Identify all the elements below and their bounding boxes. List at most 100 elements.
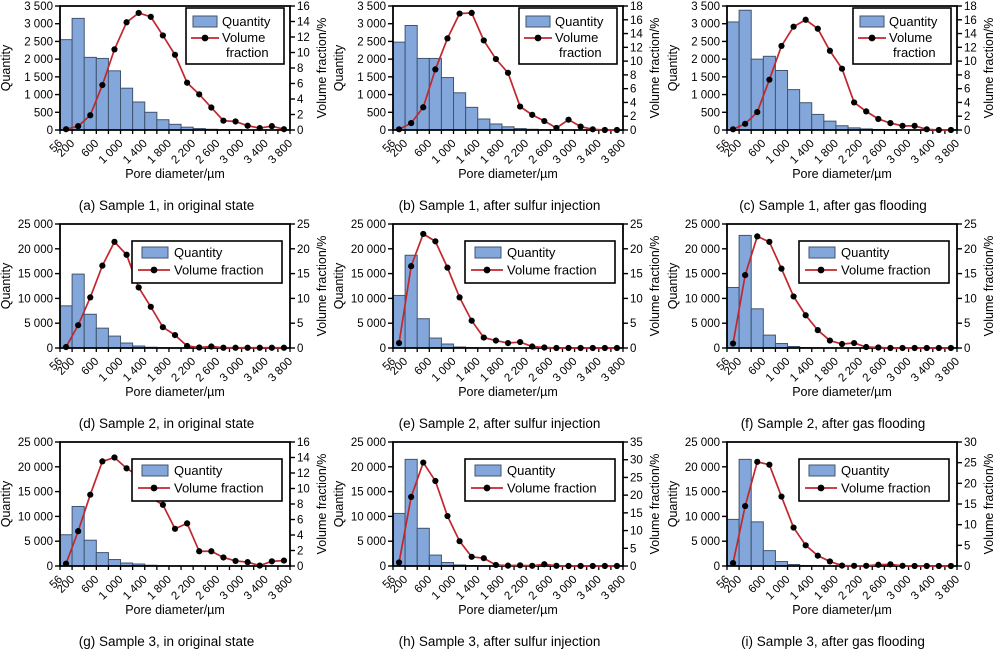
svg-text:0: 0 [964, 125, 970, 137]
svg-text:5 000: 5 000 [24, 318, 53, 330]
volume-fraction-marker [111, 454, 118, 461]
quantity-bar [738, 234, 752, 349]
quantity-bar [738, 9, 752, 131]
volume-fraction-marker [529, 111, 536, 118]
volume-fraction-marker [898, 562, 906, 569]
volume-fraction-marker [395, 339, 403, 347]
quantity-bar [107, 70, 122, 131]
svg-text:2 200: 2 200 [836, 138, 865, 167]
volume-fraction-marker [553, 344, 560, 352]
volume-fraction-marker [911, 562, 918, 570]
legend-quantity-swatch [808, 464, 835, 477]
svg-text:2 600: 2 600 [194, 138, 223, 167]
volume-fraction-marker [220, 344, 227, 351]
svg-text:4: 4 [297, 94, 304, 106]
volume-fraction-marker [280, 126, 288, 133]
volume-fraction-marker [468, 9, 475, 16]
volume-fraction-marker [923, 126, 930, 133]
legend-quantity-label: Quantity [222, 14, 271, 29]
svg-text:0: 0 [630, 561, 636, 573]
legend-volume-marker [483, 484, 491, 492]
svg-text:3 800: 3 800 [599, 574, 628, 603]
volume-fraction-marker [765, 461, 772, 468]
volume-fraction-marker [87, 491, 94, 498]
svg-text:1 500: 1 500 [24, 72, 53, 84]
legend-quantity-swatch [192, 15, 218, 28]
volume-fraction-marker [62, 126, 70, 133]
svg-text:2 600: 2 600 [527, 138, 556, 167]
volume-fraction-line [395, 230, 621, 352]
right-axis-title: Volume fraction/% [982, 18, 996, 119]
legend-quantity-label: Quantity [174, 463, 223, 478]
svg-text:14: 14 [297, 17, 310, 29]
bars-quantity [726, 9, 897, 131]
svg-text:5: 5 [964, 318, 970, 330]
svg-text:2 200: 2 200 [836, 356, 865, 385]
volume-fraction-marker [99, 262, 106, 269]
chart-caption-b: (b) Sample 1, after sulfur injection [398, 198, 601, 213]
quantity-bar [762, 334, 776, 349]
legend-quantity-label: Quantity [841, 245, 890, 260]
quantity-bar [774, 69, 788, 131]
svg-text:20 000: 20 000 [18, 244, 53, 256]
volume-fraction-marker [565, 344, 572, 352]
bars-quantity [59, 17, 243, 131]
volume-fraction-marker [99, 81, 106, 89]
svg-text:0: 0 [964, 561, 970, 573]
legend-volume-marker [534, 34, 542, 42]
svg-text:5 000: 5 000 [691, 536, 720, 548]
quantity-bar [738, 458, 752, 567]
volume-fraction-marker [184, 520, 191, 527]
volume-fraction-marker [874, 344, 881, 351]
quantity-bar [750, 58, 764, 131]
quantity-bar [120, 87, 134, 131]
svg-text:2 000: 2 000 [357, 54, 386, 66]
svg-text:25: 25 [630, 472, 643, 484]
volume-fraction-marker [268, 123, 275, 130]
volume-fraction-marker [886, 561, 894, 568]
legend-volume-label: fraction [559, 45, 602, 60]
volume-fraction-marker [492, 337, 499, 344]
chart-caption-d: (d) Sample 2, in original state [78, 416, 255, 431]
quantity-bar [726, 21, 740, 131]
volume-fraction-marker [171, 525, 179, 532]
svg-text:3 400: 3 400 [242, 574, 271, 603]
volume-fraction-marker [862, 562, 869, 569]
right-axis-title: Volume fraction/% [315, 18, 329, 119]
legend-volume-marker [150, 484, 158, 492]
volume-fraction-marker [256, 124, 263, 132]
volume-fraction-marker [208, 104, 215, 111]
x-axis-title: Pore diameter/µm [125, 385, 225, 399]
left-axis-title: Quantity [667, 262, 680, 309]
volume-fraction-marker [814, 552, 821, 559]
left-axis-title: Quantity [333, 480, 346, 527]
volume-fraction-marker [613, 126, 621, 134]
chart-caption-f: (f) Sample 2, after gas flooding [740, 416, 926, 431]
svg-text:16: 16 [297, 1, 310, 13]
volume-fraction-marker [729, 340, 736, 347]
volume-fraction-marker [911, 122, 918, 129]
right-axis-title: Volume fraction/% [648, 236, 662, 337]
volume-fraction-marker [504, 69, 512, 76]
left-axis: 0 5 000 10 000 15 000 20 000 25 000 [684, 219, 727, 355]
left-axis-title: Quantity [667, 480, 680, 527]
right-axis: 0 5 10 15 20 25 [956, 219, 976, 355]
svg-text:15 000: 15 000 [684, 269, 719, 281]
volume-fraction-marker [541, 561, 548, 568]
axes [725, 223, 958, 349]
x-axis-title: Pore diameter/µm [792, 603, 892, 617]
svg-text:3 000: 3 000 [218, 574, 247, 603]
volume-fraction-marker [577, 344, 584, 352]
volume-fraction-marker [802, 542, 809, 549]
chart-c: 0 500 1 000 1 500 2 000 2 500 3 000 3 500 Quanti… [667, 1, 996, 181]
svg-text:2 200: 2 200 [502, 138, 531, 167]
svg-text:0: 0 [297, 561, 303, 573]
svg-text:20 000: 20 000 [684, 244, 719, 256]
svg-text:3 400: 3 400 [909, 356, 938, 385]
left-axis: 0 5 000 10 000 15 000 20 000 25 000 [18, 437, 60, 573]
